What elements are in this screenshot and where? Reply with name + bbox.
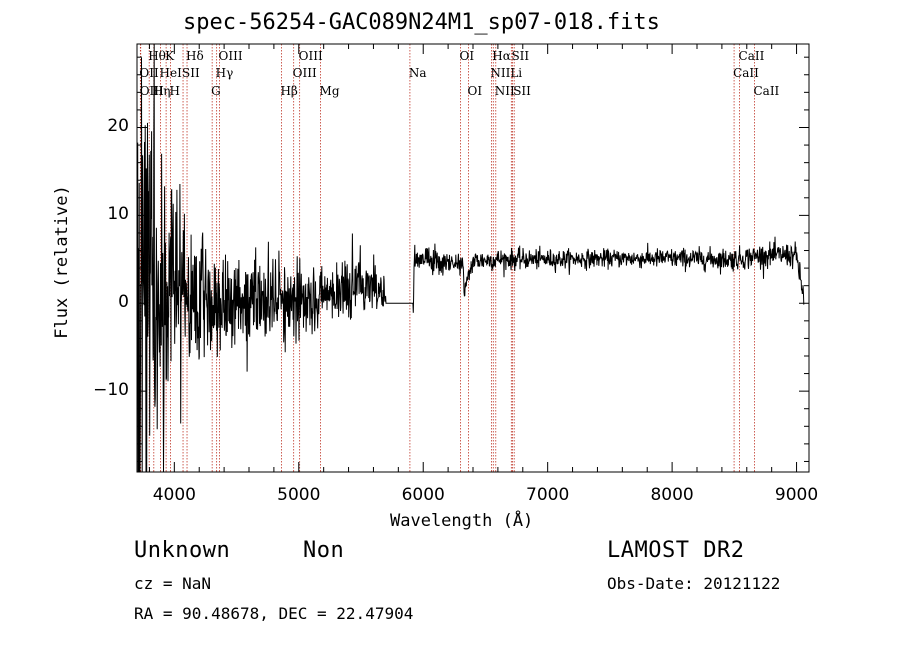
line-label-13: OIII bbox=[292, 66, 317, 80]
line-label-8: Hδ bbox=[186, 49, 204, 63]
coordinates-label: RA = 90.48678, DEC = 22.47904 bbox=[134, 604, 414, 623]
line-label-20: SII bbox=[511, 49, 530, 63]
obs-date-label: Obs-Date: 20121122 bbox=[607, 574, 781, 593]
line-label-7: H bbox=[169, 84, 180, 98]
y-axis-label: Flux (relative) bbox=[52, 185, 72, 339]
x-axis-label: Wavelength (Å) bbox=[390, 511, 534, 531]
line-label-6: SII bbox=[182, 66, 200, 80]
line-label-0: Hθ bbox=[148, 49, 166, 63]
x-tick-label-5: 9000 bbox=[774, 485, 819, 505]
x-tick-label-1: 5000 bbox=[277, 485, 321, 505]
y-tick-label-3: 20 bbox=[107, 116, 129, 137]
spectrum-line bbox=[136, 43, 805, 473]
line-label-9: OIII bbox=[218, 49, 243, 63]
subclass-label: Non bbox=[303, 538, 345, 563]
line-label-23: NII bbox=[494, 84, 515, 98]
line-label-12: OIII bbox=[298, 49, 323, 63]
line-label-11: G bbox=[211, 84, 221, 98]
y-tick-label-0: −10 bbox=[93, 380, 129, 401]
axis-ticks bbox=[137, 44, 809, 472]
line-label-19: Hα bbox=[492, 49, 511, 63]
line-label-15: Mg bbox=[319, 84, 340, 98]
line-label-25: CaII bbox=[738, 49, 765, 63]
y-tick-label-1: 0 bbox=[118, 292, 129, 313]
line-label-3: K bbox=[165, 49, 175, 63]
line-label-4: HeI bbox=[159, 66, 182, 80]
line-label-21: NII bbox=[490, 66, 511, 80]
classification-label: Unknown bbox=[134, 538, 231, 563]
x-tick-label-0: 4000 bbox=[152, 485, 196, 505]
x-tick-label-4: 8000 bbox=[650, 485, 694, 505]
line-label-27: CaII bbox=[753, 84, 780, 98]
line-label-5: Hη bbox=[152, 84, 171, 98]
line-label-17: OI bbox=[459, 49, 475, 63]
line-label-10: Hγ bbox=[215, 66, 234, 80]
line-label-22: Li bbox=[510, 66, 523, 80]
line-label-18: OI bbox=[467, 84, 483, 98]
x-tick-label-3: 7000 bbox=[526, 485, 570, 505]
line-label-26: CaII bbox=[733, 66, 759, 80]
line-label-2: OIII bbox=[139, 84, 164, 98]
chart-title: spec-56254-GAC089N24M1_sp07-018.fits bbox=[183, 10, 660, 35]
line-label-1: OII bbox=[139, 66, 159, 80]
survey-label: LAMOST DR2 bbox=[607, 538, 745, 563]
line-label-24: SII bbox=[513, 84, 531, 98]
y-tick-label-2: 10 bbox=[107, 204, 129, 225]
redshift-label: cz = NaN bbox=[134, 574, 212, 593]
line-label-14: Hβ bbox=[280, 84, 298, 98]
x-tick-label-2: 6000 bbox=[401, 485, 445, 505]
line-label-16: Na bbox=[408, 66, 427, 80]
